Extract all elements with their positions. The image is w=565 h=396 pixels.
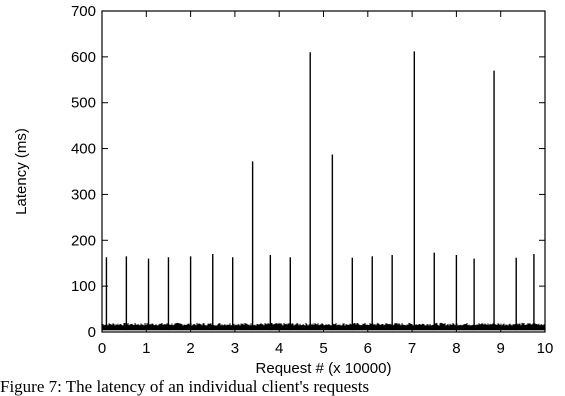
- y-tick-label: 100: [71, 278, 96, 295]
- x-tick-label: 2: [186, 340, 194, 357]
- y-tick-label: 300: [71, 186, 96, 203]
- x-tick-label: 0: [98, 340, 106, 357]
- y-tick-label: 700: [71, 3, 96, 20]
- x-tick-label: 7: [408, 340, 416, 357]
- x-axis-label: Request # (x 10000): [256, 360, 392, 377]
- x-tick-label: 1: [142, 340, 150, 357]
- axis-ticks: [101, 10, 546, 333]
- x-tick-label: 10: [537, 340, 554, 357]
- figure-caption: Figure 7: The latency of an individual c…: [0, 378, 370, 396]
- x-tick-label: 8: [452, 340, 460, 357]
- y-tick-label: 600: [71, 49, 96, 66]
- y-tick-label: 500: [71, 95, 96, 112]
- y-axis-label: Latency (ms): [13, 128, 30, 215]
- y-tick-label: 200: [71, 232, 96, 249]
- x-tick-label: 4: [275, 340, 283, 357]
- y-tick-label: 400: [71, 141, 96, 158]
- x-tick-label: 3: [231, 340, 239, 357]
- x-tick-label: 9: [497, 340, 505, 357]
- latency-spikes: [105, 51, 535, 331]
- x-tick-label: 6: [364, 340, 372, 357]
- x-tick-label: 5: [319, 340, 327, 357]
- y-tick-label: 0: [88, 324, 96, 341]
